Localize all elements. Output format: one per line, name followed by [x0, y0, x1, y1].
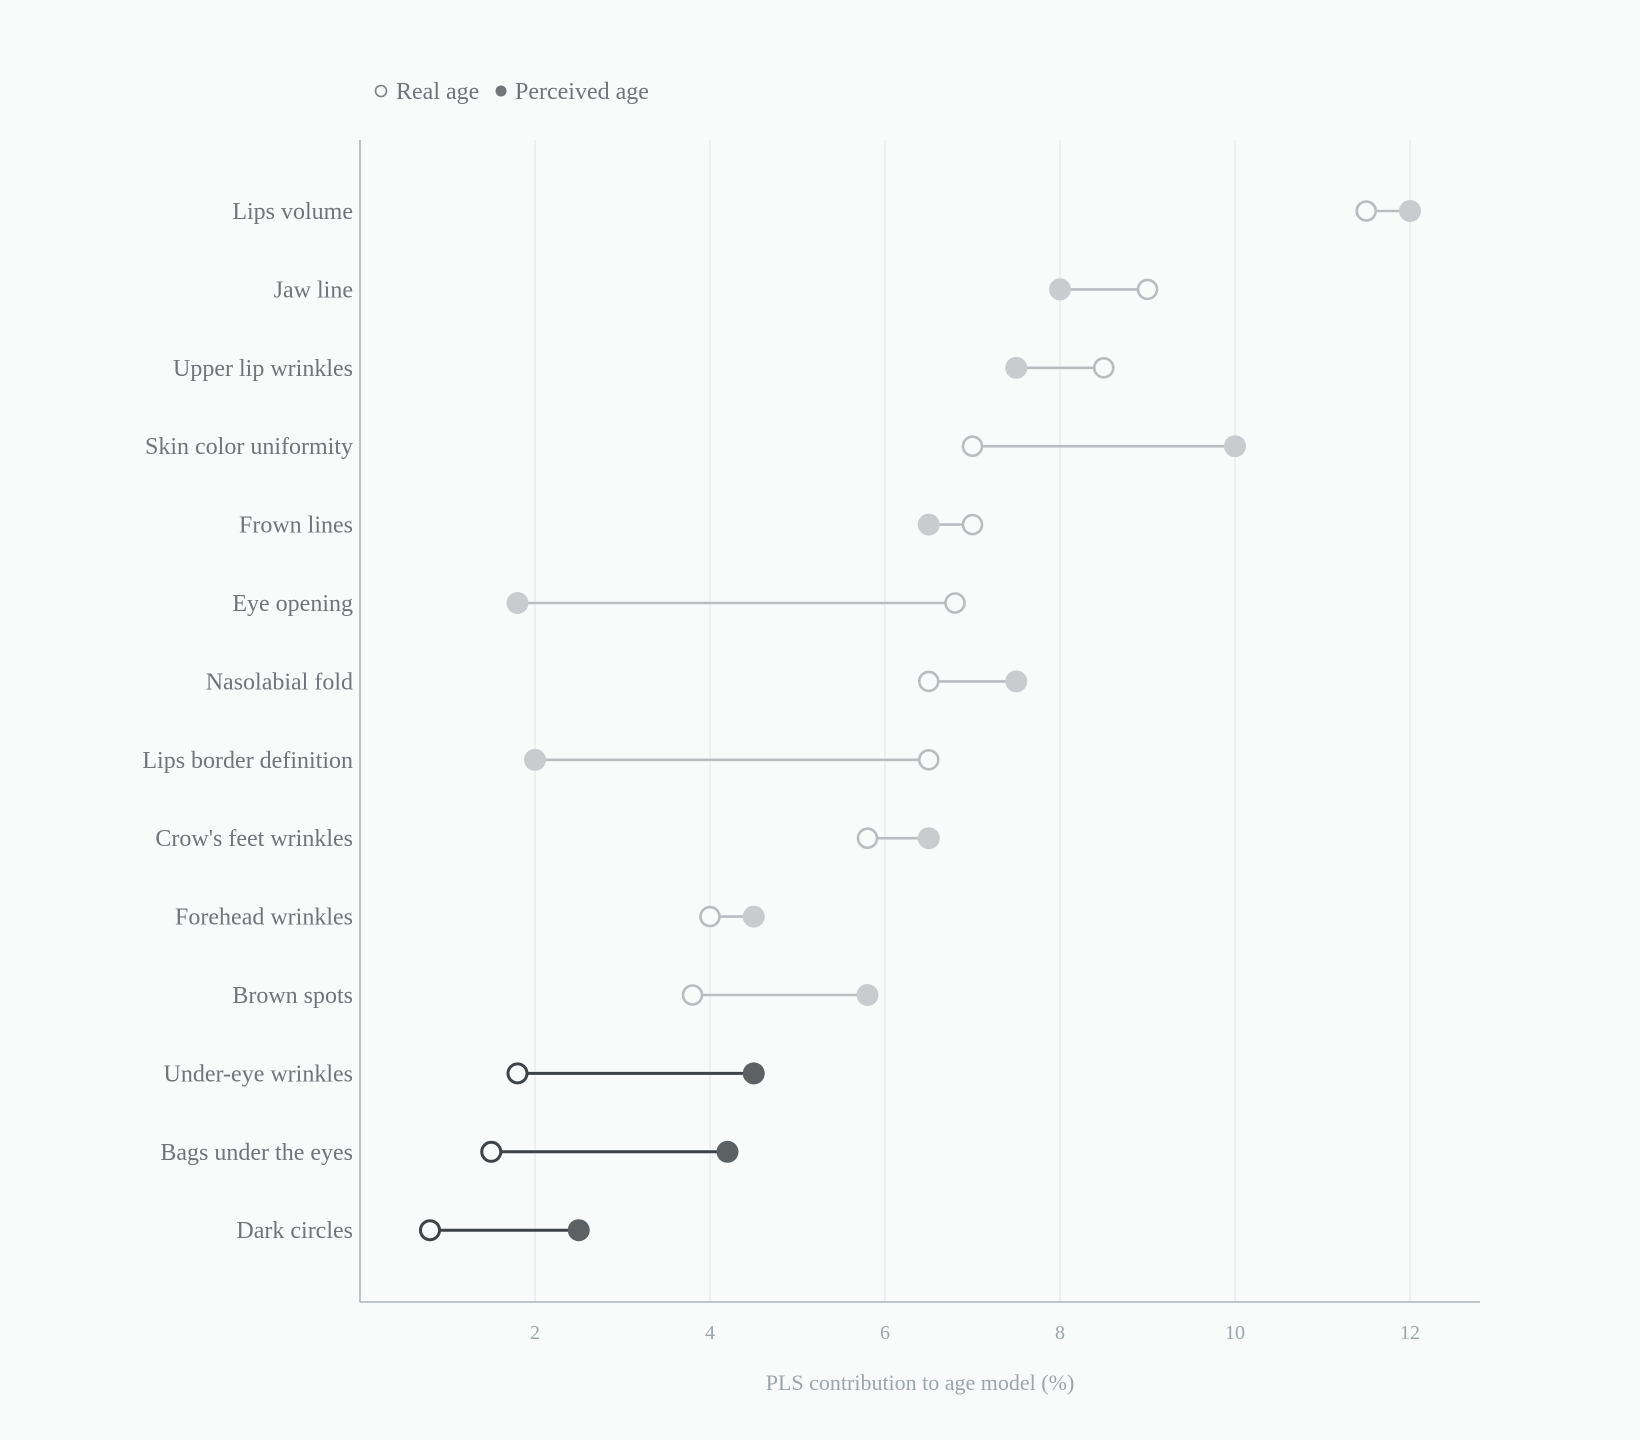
legend: Real age Perceived age [374, 79, 649, 105]
dumbbell-dark-circles [419, 1219, 590, 1242]
real-age-point-under-eye-wrinkles [506, 1062, 529, 1085]
category-label-nasolabial-fold: Nasolabial fold [206, 669, 353, 695]
category-label-upper-lip-wrinkles: Upper lip wrinkles [173, 356, 353, 382]
real-age-point-dark-circles [419, 1219, 441, 1242]
dumbbell-forehead-wrinkles [699, 905, 765, 928]
perceived-age-point-upper-lip-wrinkles [1005, 356, 1028, 379]
category-label-lips-border-definition: Lips border definition [142, 748, 353, 774]
perceived-age-point-skin-color-uniformity [1224, 435, 1246, 458]
perceived-age-point-dark-circles [567, 1219, 590, 1242]
x-tick-label-12: 12 [1400, 1322, 1420, 1344]
dumbbell-brown-spots [681, 984, 879, 1006]
real-age-point-nasolabial-fold [917, 670, 940, 693]
real-age-point-eye-opening [944, 592, 966, 614]
dumbbell-crow-s-feet-wrinkles [856, 827, 940, 850]
dumbbell-eye-opening [506, 592, 966, 614]
perceived-age-point-crow-s-feet-wrinkles [917, 827, 940, 850]
x-tick-label-2: 2 [530, 1322, 540, 1344]
real-age-point-lips-border-definition [917, 748, 940, 771]
perceived-age-point-frown-lines [917, 513, 940, 536]
x-tick-label-10: 10 [1225, 1322, 1245, 1344]
perceived-age-point-brown-spots [856, 984, 879, 1006]
dumbbell-lips-border-definition [524, 748, 940, 771]
dumbbell-under-eye-wrinkles [506, 1062, 765, 1085]
perceived-age-point-bags-under-the-eyes [716, 1140, 739, 1163]
category-label-crow-s-feet-wrinkles: Crow's feet wrinkles [155, 826, 353, 852]
category-label-lips-volume: Lips volume [232, 199, 353, 225]
category-labels: Lips volume Jaw line Upper lip wrinkles Ski… [142, 199, 353, 1244]
perceived-age-point-nasolabial-fold [1005, 670, 1028, 693]
x-tick-label-6: 6 [880, 1322, 890, 1344]
real-age-point-skin-color-uniformity [961, 435, 984, 458]
legend-real-age-label: Real age [396, 79, 479, 105]
category-label-forehead-wrinkles: Forehead wrinkles [175, 905, 353, 931]
real-age-point-brown-spots [681, 984, 704, 1006]
x-tick-labels: 2 4 6 8 10 12 [530, 1322, 1420, 1344]
perceived-age-point-under-eye-wrinkles [742, 1062, 765, 1085]
perceived-age-point-forehead-wrinkles [742, 905, 765, 928]
x-tick-label-4: 4 [705, 1322, 715, 1344]
legend-perceived-age-label: Perceived age [515, 79, 649, 105]
category-label-jaw-line: Jaw line [274, 277, 353, 303]
category-label-brown-spots: Brown spots [232, 983, 353, 1009]
real-age-point-bags-under-the-eyes [480, 1140, 503, 1163]
real-age-point-forehead-wrinkles [699, 905, 721, 928]
x-axis-title: PLS contribution to age model (%) [766, 1370, 1075, 1395]
dumbbell-jaw-line [1049, 278, 1159, 301]
category-label-dark-circles: Dark circles [236, 1218, 353, 1244]
category-label-frown-lines: Frown lines [239, 513, 353, 539]
dumbbell-bags-under-the-eyes [480, 1140, 739, 1163]
legend-real-age-marker [374, 84, 388, 98]
real-age-point-crow-s-feet-wrinkles [856, 827, 879, 850]
category-label-bags-under-the-eyes: Bags under the eyes [160, 1140, 353, 1166]
real-age-point-jaw-line [1136, 278, 1159, 301]
dumbbell-frown-lines [917, 513, 984, 536]
category-label-skin-color-uniformity: Skin color uniformity [145, 434, 353, 460]
perceived-age-point-jaw-line [1049, 278, 1071, 301]
grid [534, 140, 1411, 1302]
dumbbell-upper-lip-wrinkles [1005, 356, 1115, 379]
category-label-under-eye-wrinkles: Under-eye wrinkles [164, 1061, 353, 1087]
dumbbell-nasolabial-fold [917, 670, 1028, 693]
perceived-age-point-eye-opening [506, 592, 529, 614]
legend-perceived-age-marker [495, 85, 507, 97]
x-tick-label-8: 8 [1055, 1322, 1065, 1344]
real-age-point-upper-lip-wrinkles [1092, 356, 1115, 379]
dumbbell-lips-volume [1355, 200, 1421, 222]
real-age-point-frown-lines [961, 513, 984, 536]
real-age-point-lips-volume [1355, 200, 1378, 222]
dumbbell-skin-color-uniformity [961, 435, 1246, 458]
perceived-age-point-lips-volume [1399, 200, 1421, 222]
dumbbell-marks [419, 200, 1421, 1242]
category-label-eye-opening: Eye opening [232, 591, 353, 617]
perceived-age-point-lips-border-definition [524, 748, 546, 771]
